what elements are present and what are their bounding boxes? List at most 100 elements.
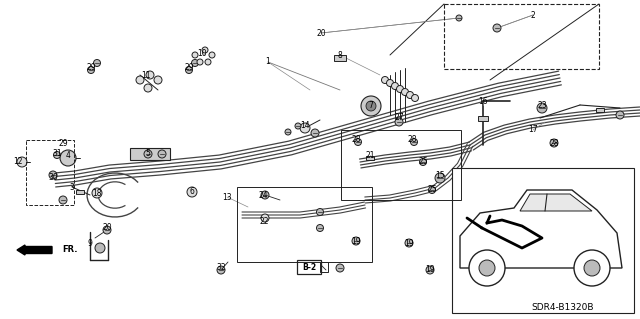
Text: 23: 23	[537, 100, 547, 109]
Circle shape	[469, 250, 505, 286]
Circle shape	[550, 139, 558, 147]
Text: 19: 19	[351, 236, 361, 246]
Polygon shape	[520, 194, 592, 211]
Circle shape	[205, 59, 211, 65]
Text: 22: 22	[259, 218, 269, 226]
Text: 4: 4	[65, 152, 70, 160]
Circle shape	[192, 52, 198, 58]
Bar	[452, 168, 634, 313]
Text: 2: 2	[531, 11, 536, 19]
FancyArrow shape	[17, 245, 52, 255]
Circle shape	[419, 159, 426, 166]
Circle shape	[49, 171, 57, 179]
Text: 13: 13	[222, 192, 232, 202]
Text: SDR4-B1320B: SDR4-B1320B	[532, 303, 595, 313]
Text: 17: 17	[528, 125, 538, 135]
Text: 28: 28	[351, 136, 361, 145]
Circle shape	[406, 92, 413, 99]
Circle shape	[144, 84, 152, 92]
Circle shape	[261, 191, 269, 199]
Circle shape	[352, 237, 360, 245]
Circle shape	[146, 71, 154, 79]
Circle shape	[191, 60, 198, 66]
Text: 27: 27	[394, 114, 404, 122]
Circle shape	[381, 77, 388, 84]
Circle shape	[92, 188, 102, 198]
Text: 15: 15	[435, 170, 445, 180]
Circle shape	[17, 157, 27, 167]
Text: 6: 6	[189, 188, 195, 197]
Circle shape	[93, 60, 100, 66]
Circle shape	[144, 150, 152, 158]
Circle shape	[317, 225, 323, 232]
Text: 31: 31	[52, 149, 62, 158]
Circle shape	[355, 138, 362, 145]
Bar	[130, 148, 170, 160]
Text: 14: 14	[300, 121, 310, 130]
Text: 11: 11	[141, 70, 151, 79]
Circle shape	[197, 59, 203, 65]
Text: 28: 28	[407, 136, 417, 145]
Text: 24: 24	[258, 190, 268, 199]
Bar	[237, 187, 372, 262]
Circle shape	[202, 47, 208, 53]
Circle shape	[261, 214, 269, 222]
Circle shape	[401, 88, 408, 95]
Bar	[334, 55, 346, 61]
Circle shape	[410, 138, 417, 145]
Bar	[596, 108, 604, 112]
Bar	[320, 262, 328, 272]
Circle shape	[209, 52, 215, 58]
Circle shape	[186, 66, 193, 73]
Circle shape	[537, 103, 547, 113]
Circle shape	[311, 129, 319, 137]
Circle shape	[317, 209, 323, 216]
Circle shape	[60, 150, 76, 166]
Circle shape	[295, 123, 301, 129]
Text: 10: 10	[197, 48, 207, 57]
Text: 28: 28	[549, 138, 559, 147]
Text: 29: 29	[86, 63, 96, 71]
Polygon shape	[460, 190, 622, 268]
Circle shape	[397, 85, 403, 93]
Circle shape	[426, 266, 434, 274]
Circle shape	[88, 66, 95, 73]
Circle shape	[429, 187, 435, 194]
Circle shape	[187, 187, 197, 197]
Circle shape	[405, 239, 413, 247]
Circle shape	[479, 260, 495, 276]
Bar	[478, 115, 488, 121]
Text: 8: 8	[338, 50, 342, 60]
Text: 5: 5	[145, 149, 150, 158]
Circle shape	[300, 123, 310, 133]
Circle shape	[387, 79, 394, 86]
Circle shape	[54, 152, 61, 159]
Circle shape	[217, 266, 225, 274]
Circle shape	[136, 76, 144, 84]
Circle shape	[95, 243, 105, 253]
Text: 9: 9	[88, 240, 92, 249]
Circle shape	[361, 96, 381, 116]
Text: 19: 19	[425, 265, 435, 275]
Text: 20: 20	[102, 224, 112, 233]
Circle shape	[366, 101, 376, 111]
Bar	[297, 260, 321, 274]
Circle shape	[395, 118, 403, 126]
Circle shape	[584, 260, 600, 276]
Circle shape	[336, 264, 344, 272]
Circle shape	[616, 111, 624, 119]
Text: 29: 29	[184, 63, 194, 71]
Circle shape	[285, 129, 291, 135]
Text: 12: 12	[13, 158, 23, 167]
Circle shape	[493, 24, 501, 32]
Circle shape	[59, 196, 67, 204]
Circle shape	[158, 150, 166, 158]
Text: 1: 1	[266, 57, 270, 66]
Circle shape	[456, 15, 462, 21]
Text: 3: 3	[70, 182, 74, 191]
Circle shape	[103, 226, 111, 234]
Text: 19: 19	[404, 239, 414, 248]
Text: FR.: FR.	[62, 246, 77, 255]
Text: 16: 16	[478, 97, 488, 106]
Bar	[444, 4, 599, 69]
